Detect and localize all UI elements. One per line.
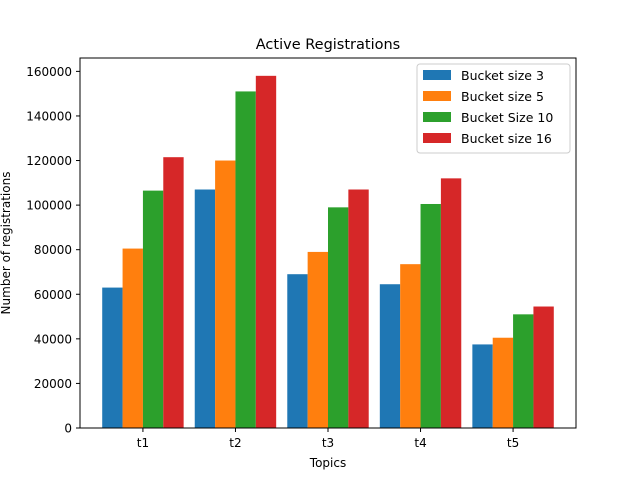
bars-group — [102, 75, 554, 429]
legend-swatch — [423, 112, 451, 122]
legend: Bucket size 3 Bucket size 5 Bucket Size 10… — [416, 63, 571, 154]
x-tick-label: t3 — [322, 436, 334, 450]
plot-frame — [79, 57, 577, 429]
y-tick-label: 60000 — [34, 288, 72, 302]
bar-t3-series-3 — [328, 207, 349, 428]
x-axis: t1 t2 t3 t4 t5 — [137, 428, 519, 450]
legend-swatch — [423, 133, 451, 143]
y-axis-title: Number of registrations — [0, 172, 13, 315]
legend-box — [416, 63, 571, 154]
x-tick-label: t2 — [229, 436, 241, 450]
legend-label: Bucket size 3 — [461, 68, 544, 83]
bar-t2-series-3 — [235, 91, 256, 429]
y-axis: 0 20000 40000 60000 80000 100000 120000 140000 1… — [26, 65, 80, 436]
legend-label: Bucket size 16 — [461, 131, 552, 146]
bar-t5-series-3 — [513, 314, 534, 428]
y-tick-label: 140000 — [26, 109, 72, 123]
bar-t1-series-3 — [142, 190, 164, 428]
bar-t2-series-1 — [194, 189, 216, 428]
x-tick-label: t5 — [507, 436, 519, 450]
x-axis-title: Topics — [309, 456, 346, 470]
bar-t1-series-4 — [163, 157, 184, 428]
chart-title: Active Registrations — [256, 37, 400, 53]
bar-t5-series-2 — [492, 337, 514, 428]
legend-label: Bucket size 5 — [461, 89, 544, 104]
x-tick-label: t1 — [137, 436, 149, 450]
bar-t5-series-4 — [533, 306, 554, 428]
legend-swatch — [423, 70, 451, 80]
bar-t3-series-1 — [287, 274, 308, 428]
bar-t4-series-2 — [400, 264, 421, 428]
bar-t1-series-1 — [102, 287, 123, 428]
bar-t2-series-4 — [255, 75, 277, 428]
legend-swatch — [423, 91, 451, 101]
y-tick-label: 0 — [64, 422, 72, 436]
legend-label: Bucket Size 10 — [461, 110, 553, 125]
y-tick-label: 100000 — [26, 199, 72, 213]
bar-t2-series-2 — [215, 160, 236, 428]
bar-t4-series-3 — [420, 203, 441, 428]
bar-t3-series-2 — [307, 251, 328, 428]
y-tick-label: 120000 — [26, 154, 72, 168]
y-tick-label: 80000 — [34, 243, 72, 257]
bar-t5-series-1 — [472, 344, 493, 428]
bar-t1-series-2 — [122, 248, 143, 428]
y-tick-label: 20000 — [34, 377, 72, 391]
bar-t4-series-1 — [379, 284, 401, 428]
y-tick-label: 40000 — [34, 332, 72, 346]
bar-t3-series-4 — [348, 189, 369, 428]
bar-t4-series-4 — [440, 178, 462, 428]
y-tick-label: 160000 — [26, 65, 72, 79]
x-tick-label: t4 — [414, 436, 426, 450]
